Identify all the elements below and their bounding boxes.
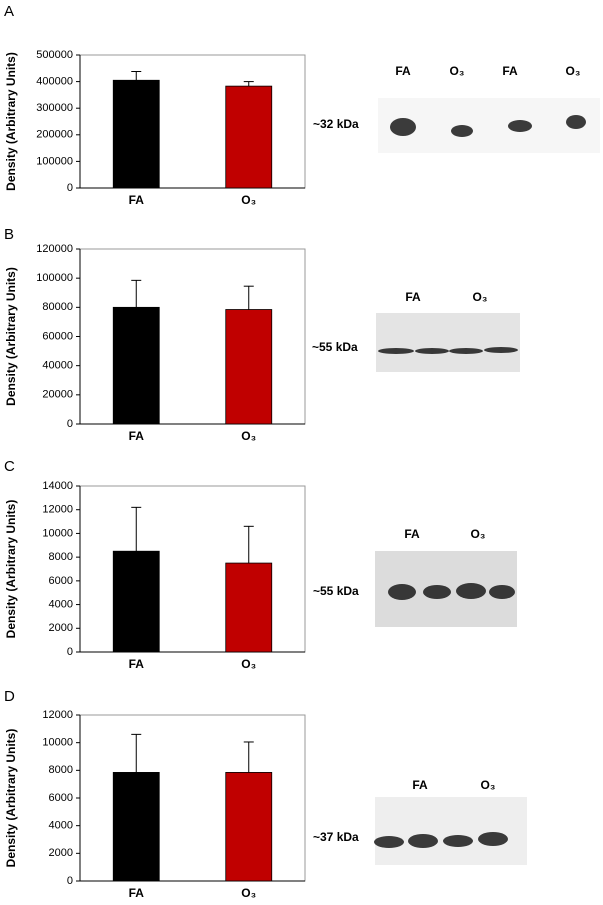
blot-lane-label: O₃: [566, 64, 581, 78]
blot-band: [566, 115, 586, 129]
y-tick-label: 12000: [42, 504, 73, 516]
x-tick-label: O₃: [241, 886, 256, 900]
y-tick-label: 12000: [42, 709, 73, 721]
bar: [225, 562, 273, 653]
y-tick-label: 0: [67, 646, 73, 658]
blot-lane-label: O₃: [473, 290, 488, 304]
blot-lane-label: FA: [412, 778, 428, 792]
blot-lane-label: O₃: [481, 778, 496, 792]
panel-letter: B: [4, 226, 14, 243]
blot-band: [489, 585, 515, 599]
y-tick-label: 6000: [49, 575, 73, 587]
blot-marker: ~55 kDa: [313, 584, 359, 598]
x-tick-label: O₃: [241, 657, 256, 671]
blot-marker: ~55 kDa: [312, 340, 358, 354]
y-tick-label: 8000: [49, 764, 73, 776]
bar: [112, 79, 160, 189]
panel-letter: D: [4, 688, 15, 705]
blot-image: [376, 313, 520, 372]
blot-lane-label: O₃: [450, 64, 465, 78]
y-tick-label: 100000: [36, 272, 73, 284]
blot-band: [443, 835, 473, 847]
blot-band: [451, 125, 473, 137]
y-tick-label: 40000: [42, 360, 73, 372]
blot-band: [456, 583, 486, 599]
bar: [112, 772, 160, 882]
y-tick-label: 60000: [42, 330, 73, 342]
y-tick-label: 20000: [42, 389, 73, 401]
bar: [112, 306, 160, 425]
y-tick-label: 0: [67, 182, 73, 194]
y-axis-label: Density (Arbitrary Units): [4, 729, 18, 868]
blot-lane-label: FA: [395, 64, 411, 78]
y-tick-label: 8000: [49, 551, 73, 563]
y-tick-label: 6000: [49, 792, 73, 804]
bar: [225, 309, 273, 425]
y-tick-label: 200000: [36, 129, 73, 141]
panel-letter: C: [4, 458, 15, 475]
y-tick-label: 2000: [49, 622, 73, 634]
y-tick-label: 10000: [42, 737, 73, 749]
x-tick-label: FA: [129, 429, 145, 443]
blot-band: [449, 348, 483, 354]
bar: [225, 772, 273, 882]
blot-band: [484, 347, 518, 353]
y-tick-label: 80000: [42, 301, 73, 313]
x-tick-label: FA: [129, 886, 145, 900]
y-tick-label: 4000: [49, 598, 73, 610]
y-axis-label: Density (Arbitrary Units): [4, 52, 18, 191]
blot-image: [375, 797, 527, 865]
blot-lane-label: FA: [405, 290, 421, 304]
blot-band: [378, 348, 414, 354]
blot-band: [390, 118, 416, 136]
y-axis-label: Density (Arbitrary Units): [4, 500, 18, 639]
blot-lane-label: FA: [502, 64, 518, 78]
blot-band: [423, 585, 451, 599]
y-tick-label: 400000: [36, 76, 73, 88]
blot-band: [415, 348, 449, 354]
x-tick-label: FA: [129, 193, 145, 207]
y-tick-label: 120000: [36, 243, 73, 255]
blot-band: [508, 120, 532, 132]
blot-lane-label: FA: [404, 527, 420, 541]
panel-letter: A: [4, 3, 14, 20]
y-tick-label: 2000: [49, 847, 73, 859]
blot-band: [408, 834, 438, 848]
x-tick-label: O₃: [241, 429, 256, 443]
y-tick-label: 300000: [36, 102, 73, 114]
y-tick-label: 14000: [42, 480, 73, 492]
bar: [112, 550, 160, 653]
y-tick-label: 500000: [36, 49, 73, 61]
y-tick-label: 10000: [42, 527, 73, 539]
blot-band: [478, 832, 508, 846]
blot-marker: ~32 kDa: [313, 117, 359, 131]
y-tick-label: 0: [67, 418, 73, 430]
y-axis-label: Density (Arbitrary Units): [4, 267, 18, 406]
x-tick-label: FA: [129, 657, 145, 671]
y-tick-label: 100000: [36, 155, 73, 167]
y-tick-label: 4000: [49, 820, 73, 832]
blot-band: [374, 836, 404, 848]
x-tick-label: O₃: [241, 193, 256, 207]
bar: [225, 85, 273, 189]
blot-band: [388, 584, 416, 600]
blot-marker: ~37 kDa: [313, 830, 359, 844]
blot-lane-label: O₃: [471, 527, 486, 541]
y-tick-label: 0: [67, 875, 73, 887]
